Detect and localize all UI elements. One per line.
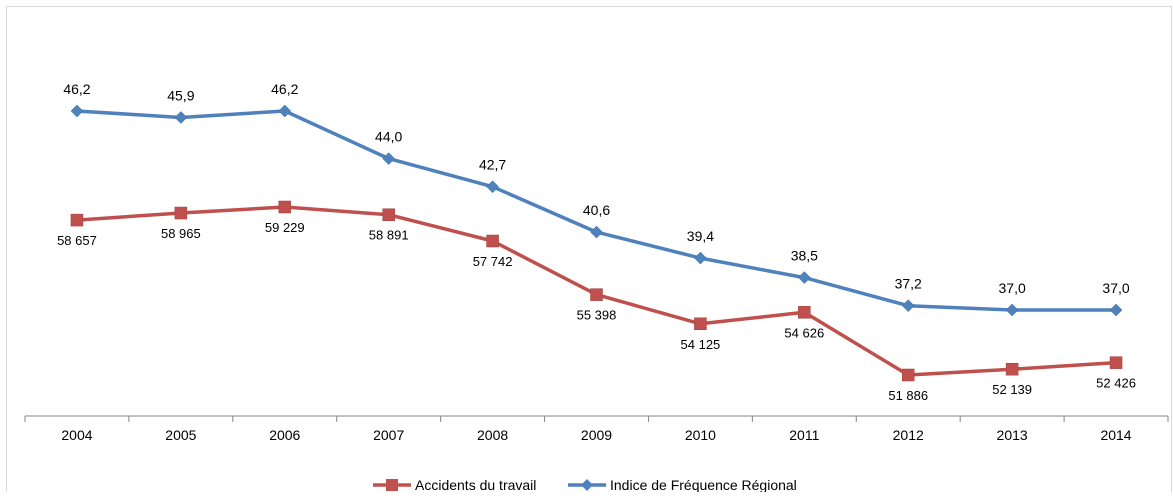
data-point-square xyxy=(382,208,395,221)
x-tick-label: 2008 xyxy=(477,427,508,443)
legend-label: Indice de Fréquence Régional xyxy=(610,477,797,492)
series-layer xyxy=(70,104,1123,382)
data-point-diamond xyxy=(590,225,603,239)
data-point-square xyxy=(70,213,84,227)
data-label: 46,2 xyxy=(271,81,298,97)
data-label: 37,2 xyxy=(895,276,922,292)
data-point-square xyxy=(174,206,188,220)
x-tick-label: 2009 xyxy=(581,427,612,443)
data-label: 40,6 xyxy=(583,202,610,218)
data-point-square xyxy=(901,368,915,382)
data-label: 51 886 xyxy=(888,388,928,403)
x-axis: 2004 2005 2006 2007 2008 2009 2010 2011 2012 2013… xyxy=(24,415,1169,443)
x-tick-label: 2012 xyxy=(893,427,924,443)
data-label: 37,0 xyxy=(999,280,1026,296)
data-point-square xyxy=(798,306,811,319)
data-label: 46,2 xyxy=(63,81,90,97)
data-point-diamond xyxy=(694,251,707,265)
data-label: 38,5 xyxy=(791,248,818,264)
data-labels: 58 657 58 965 59 229 58 891 57 742 55 398 54 1… xyxy=(57,81,1136,403)
data-label: 37,0 xyxy=(1102,280,1129,296)
data-point-diamond xyxy=(901,299,915,313)
data-label: 54 626 xyxy=(784,325,824,340)
data-label: 44,0 xyxy=(375,129,402,145)
x-tick-label: 2006 xyxy=(269,427,300,443)
legend-marker-square xyxy=(386,479,398,491)
data-label: 58 657 xyxy=(57,233,97,248)
data-label: 59 229 xyxy=(265,220,305,235)
legend: Accidents du travail Indice de Fréquence … xyxy=(373,477,797,493)
x-tick-label: 2007 xyxy=(373,427,404,443)
data-point-square xyxy=(1005,362,1019,376)
data-label: 58 965 xyxy=(161,226,201,241)
data-label: 58 891 xyxy=(369,228,409,243)
data-label: 42,7 xyxy=(479,157,506,173)
data-point-diamond xyxy=(797,271,811,284)
data-point-diamond xyxy=(1005,303,1019,317)
x-tick-label: 2010 xyxy=(685,427,716,443)
x-tick-label: 2014 xyxy=(1100,427,1131,443)
legend-label: Accidents du travail xyxy=(415,477,536,492)
data-point-diamond xyxy=(278,104,292,118)
x-tick-label: 2011 xyxy=(789,427,819,443)
x-tick-label: 2004 xyxy=(61,427,92,443)
data-label: 55 398 xyxy=(577,308,617,323)
data-point-square xyxy=(694,317,707,331)
x-tick-label: 2013 xyxy=(997,427,1028,443)
data-point-square xyxy=(590,288,603,301)
data-label: 54 125 xyxy=(681,337,721,352)
data-point-square xyxy=(278,200,292,214)
data-point-diamond xyxy=(1109,303,1123,317)
data-point-diamond xyxy=(174,111,188,124)
data-label: 57 742 xyxy=(473,254,513,269)
data-point-diamond xyxy=(486,180,499,194)
data-point-square xyxy=(486,234,499,248)
data-label: 39,4 xyxy=(687,228,714,244)
chart-frame xyxy=(6,6,1172,497)
data-label: 52 426 xyxy=(1096,376,1136,391)
legend-marker-diamond xyxy=(581,479,593,491)
data-label: 45,9 xyxy=(167,87,194,103)
x-tick-label: 2005 xyxy=(165,427,196,443)
data-label: 52 139 xyxy=(992,382,1032,397)
data-point-square xyxy=(1109,356,1123,369)
data-point-diamond xyxy=(70,104,84,118)
data-point-diamond xyxy=(382,152,396,165)
